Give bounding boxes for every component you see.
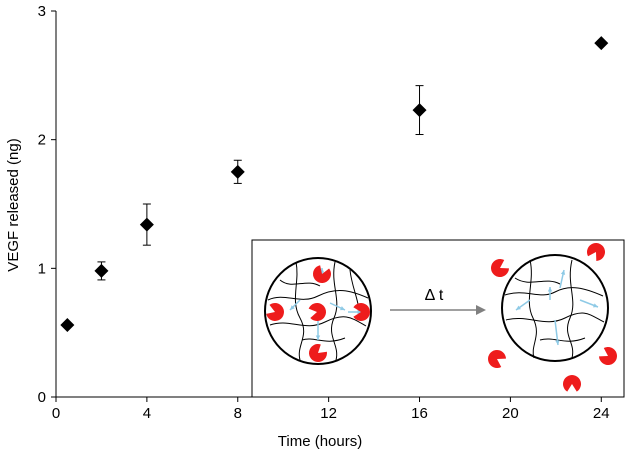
diffusion-arrowhead (340, 306, 345, 311)
y-axis-title: VEGF released (ng) (5, 138, 22, 271)
data-point (94, 263, 109, 278)
polymer-strand (505, 312, 605, 323)
y-tick-label: 3 (38, 3, 46, 20)
diffusion-arrowhead (357, 309, 362, 315)
polymer-strand (331, 261, 338, 361)
x-axis-title: Time (hours) (278, 433, 362, 450)
polymer-strand (269, 316, 367, 327)
y-tick-label: 0 (38, 389, 46, 406)
y-tick-label: 2 (38, 132, 46, 149)
x-tick-label: 12 (320, 405, 337, 422)
polymer-strand (539, 337, 586, 342)
vegf-molecule (490, 259, 509, 278)
vegf-molecule (266, 302, 284, 321)
x-tick-label: 16 (411, 405, 428, 422)
polymer-strand (279, 279, 321, 287)
vegf-molecule (563, 375, 582, 392)
polymer-strand (267, 290, 369, 301)
polymer-strand (567, 259, 574, 359)
data-point (230, 164, 245, 179)
data-point (139, 217, 154, 232)
diffusion-arrowhead (315, 335, 321, 340)
x-tick-label: 20 (502, 405, 519, 422)
delta-t-label: Δ t (425, 287, 444, 304)
polymer-strand (528, 259, 537, 359)
diffusion-arrowhead (516, 305, 521, 310)
data-point (594, 36, 609, 51)
time-arrowhead (476, 305, 486, 315)
polymer-strand (504, 287, 604, 297)
diffusion-arrowhead (593, 303, 598, 308)
inset-diagram: Δ t (251, 239, 625, 398)
data-point (60, 317, 75, 332)
vegf-molecule (309, 344, 327, 362)
data-point (412, 103, 427, 118)
vegf-molecule (586, 243, 606, 261)
data-marks (60, 36, 609, 332)
polymer-strand (301, 337, 346, 342)
polymer-strand (294, 261, 305, 361)
hydrogel-sphere-after (501, 254, 609, 362)
vegf-molecule (353, 302, 370, 321)
polymer-strand (514, 277, 561, 285)
y-tick-label: 1 (38, 260, 46, 277)
vegf-molecule (308, 302, 326, 321)
x-tick-label: 24 (593, 405, 610, 422)
diffusion-arrowhead (290, 305, 295, 310)
vegf-molecule (488, 350, 506, 369)
vegf-molecule (599, 347, 617, 365)
diffusion-arrowhead (547, 287, 553, 292)
diffusion-arrowhead (560, 270, 566, 275)
x-tick-label: 8 (234, 405, 242, 422)
diffusion-arrowhead (555, 340, 560, 345)
x-tick-label: 4 (143, 405, 151, 422)
x-tick-label: 0 (52, 405, 60, 422)
vegf-molecule (313, 265, 332, 284)
